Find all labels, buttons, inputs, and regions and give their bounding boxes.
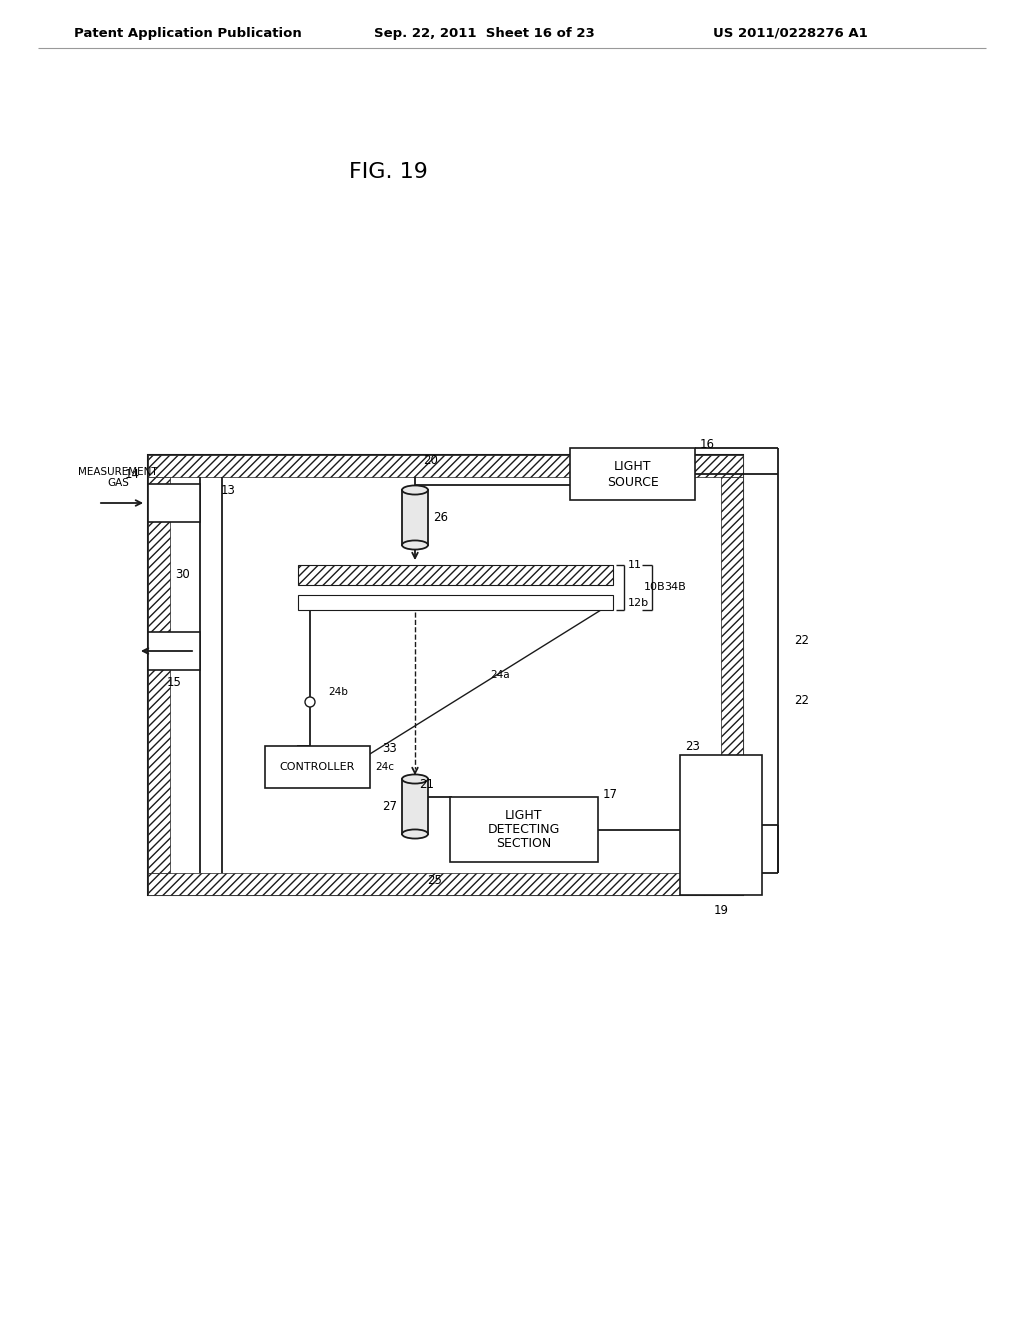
Text: Patent Application Publication: Patent Application Publication [74, 26, 302, 40]
Text: 11: 11 [628, 560, 642, 570]
Text: FIG. 19: FIG. 19 [348, 162, 427, 182]
Bar [402, 490, 428, 545]
Text: US 2011/0228276 A1: US 2011/0228276 A1 [713, 26, 867, 40]
Circle shape [305, 697, 315, 708]
Text: 33: 33 [382, 742, 397, 755]
Text: 22: 22 [794, 634, 809, 647]
Text: 21: 21 [419, 779, 434, 792]
Bar [148, 632, 200, 671]
Text: 14: 14 [125, 467, 140, 480]
Bar [570, 447, 695, 500]
Text: Sep. 22, 2011  Sheet 16 of 23: Sep. 22, 2011 Sheet 16 of 23 [374, 26, 594, 40]
Text: DETECTING: DETECTING [487, 822, 560, 836]
Text: 26: 26 [433, 511, 449, 524]
Text: LIGHT: LIGHT [505, 809, 543, 822]
Text: 24b: 24b [328, 686, 348, 697]
Bar [298, 595, 613, 610]
Text: CONTROLLER: CONTROLLER [280, 762, 355, 772]
Text: 24c: 24c [375, 762, 394, 772]
Bar [148, 455, 743, 895]
Text: 25: 25 [428, 874, 442, 887]
Text: 17: 17 [603, 788, 618, 800]
Text: 34B: 34B [664, 582, 686, 593]
Text: GAS: GAS [108, 478, 129, 488]
Bar [298, 565, 613, 585]
Text: 30: 30 [175, 569, 190, 582]
Bar [721, 477, 743, 873]
Bar [148, 484, 200, 521]
Text: 15: 15 [167, 676, 181, 689]
Ellipse shape [402, 775, 428, 784]
Text: 16: 16 [700, 437, 715, 450]
Text: MEASUREMENT: MEASUREMENT [78, 467, 158, 477]
Text: 22: 22 [794, 693, 809, 706]
Bar [680, 755, 762, 895]
Text: 13: 13 [220, 483, 236, 496]
Text: 27: 27 [382, 800, 397, 813]
Text: LIGHT: LIGHT [613, 459, 651, 473]
Text: 19: 19 [714, 903, 728, 916]
Ellipse shape [402, 486, 428, 495]
Bar [148, 873, 743, 895]
Text: 23: 23 [685, 741, 699, 754]
Bar [402, 779, 428, 834]
Ellipse shape [402, 829, 428, 838]
Text: 24a: 24a [490, 671, 510, 680]
Bar [265, 746, 370, 788]
Bar [450, 797, 598, 862]
Bar [148, 455, 743, 477]
Text: 20: 20 [423, 454, 438, 466]
Bar [148, 477, 170, 873]
Text: 12b: 12b [628, 598, 649, 607]
Text: 10B: 10B [644, 582, 666, 593]
Text: SECTION: SECTION [497, 837, 552, 850]
Text: SOURCE: SOURCE [606, 475, 658, 488]
Ellipse shape [402, 540, 428, 549]
